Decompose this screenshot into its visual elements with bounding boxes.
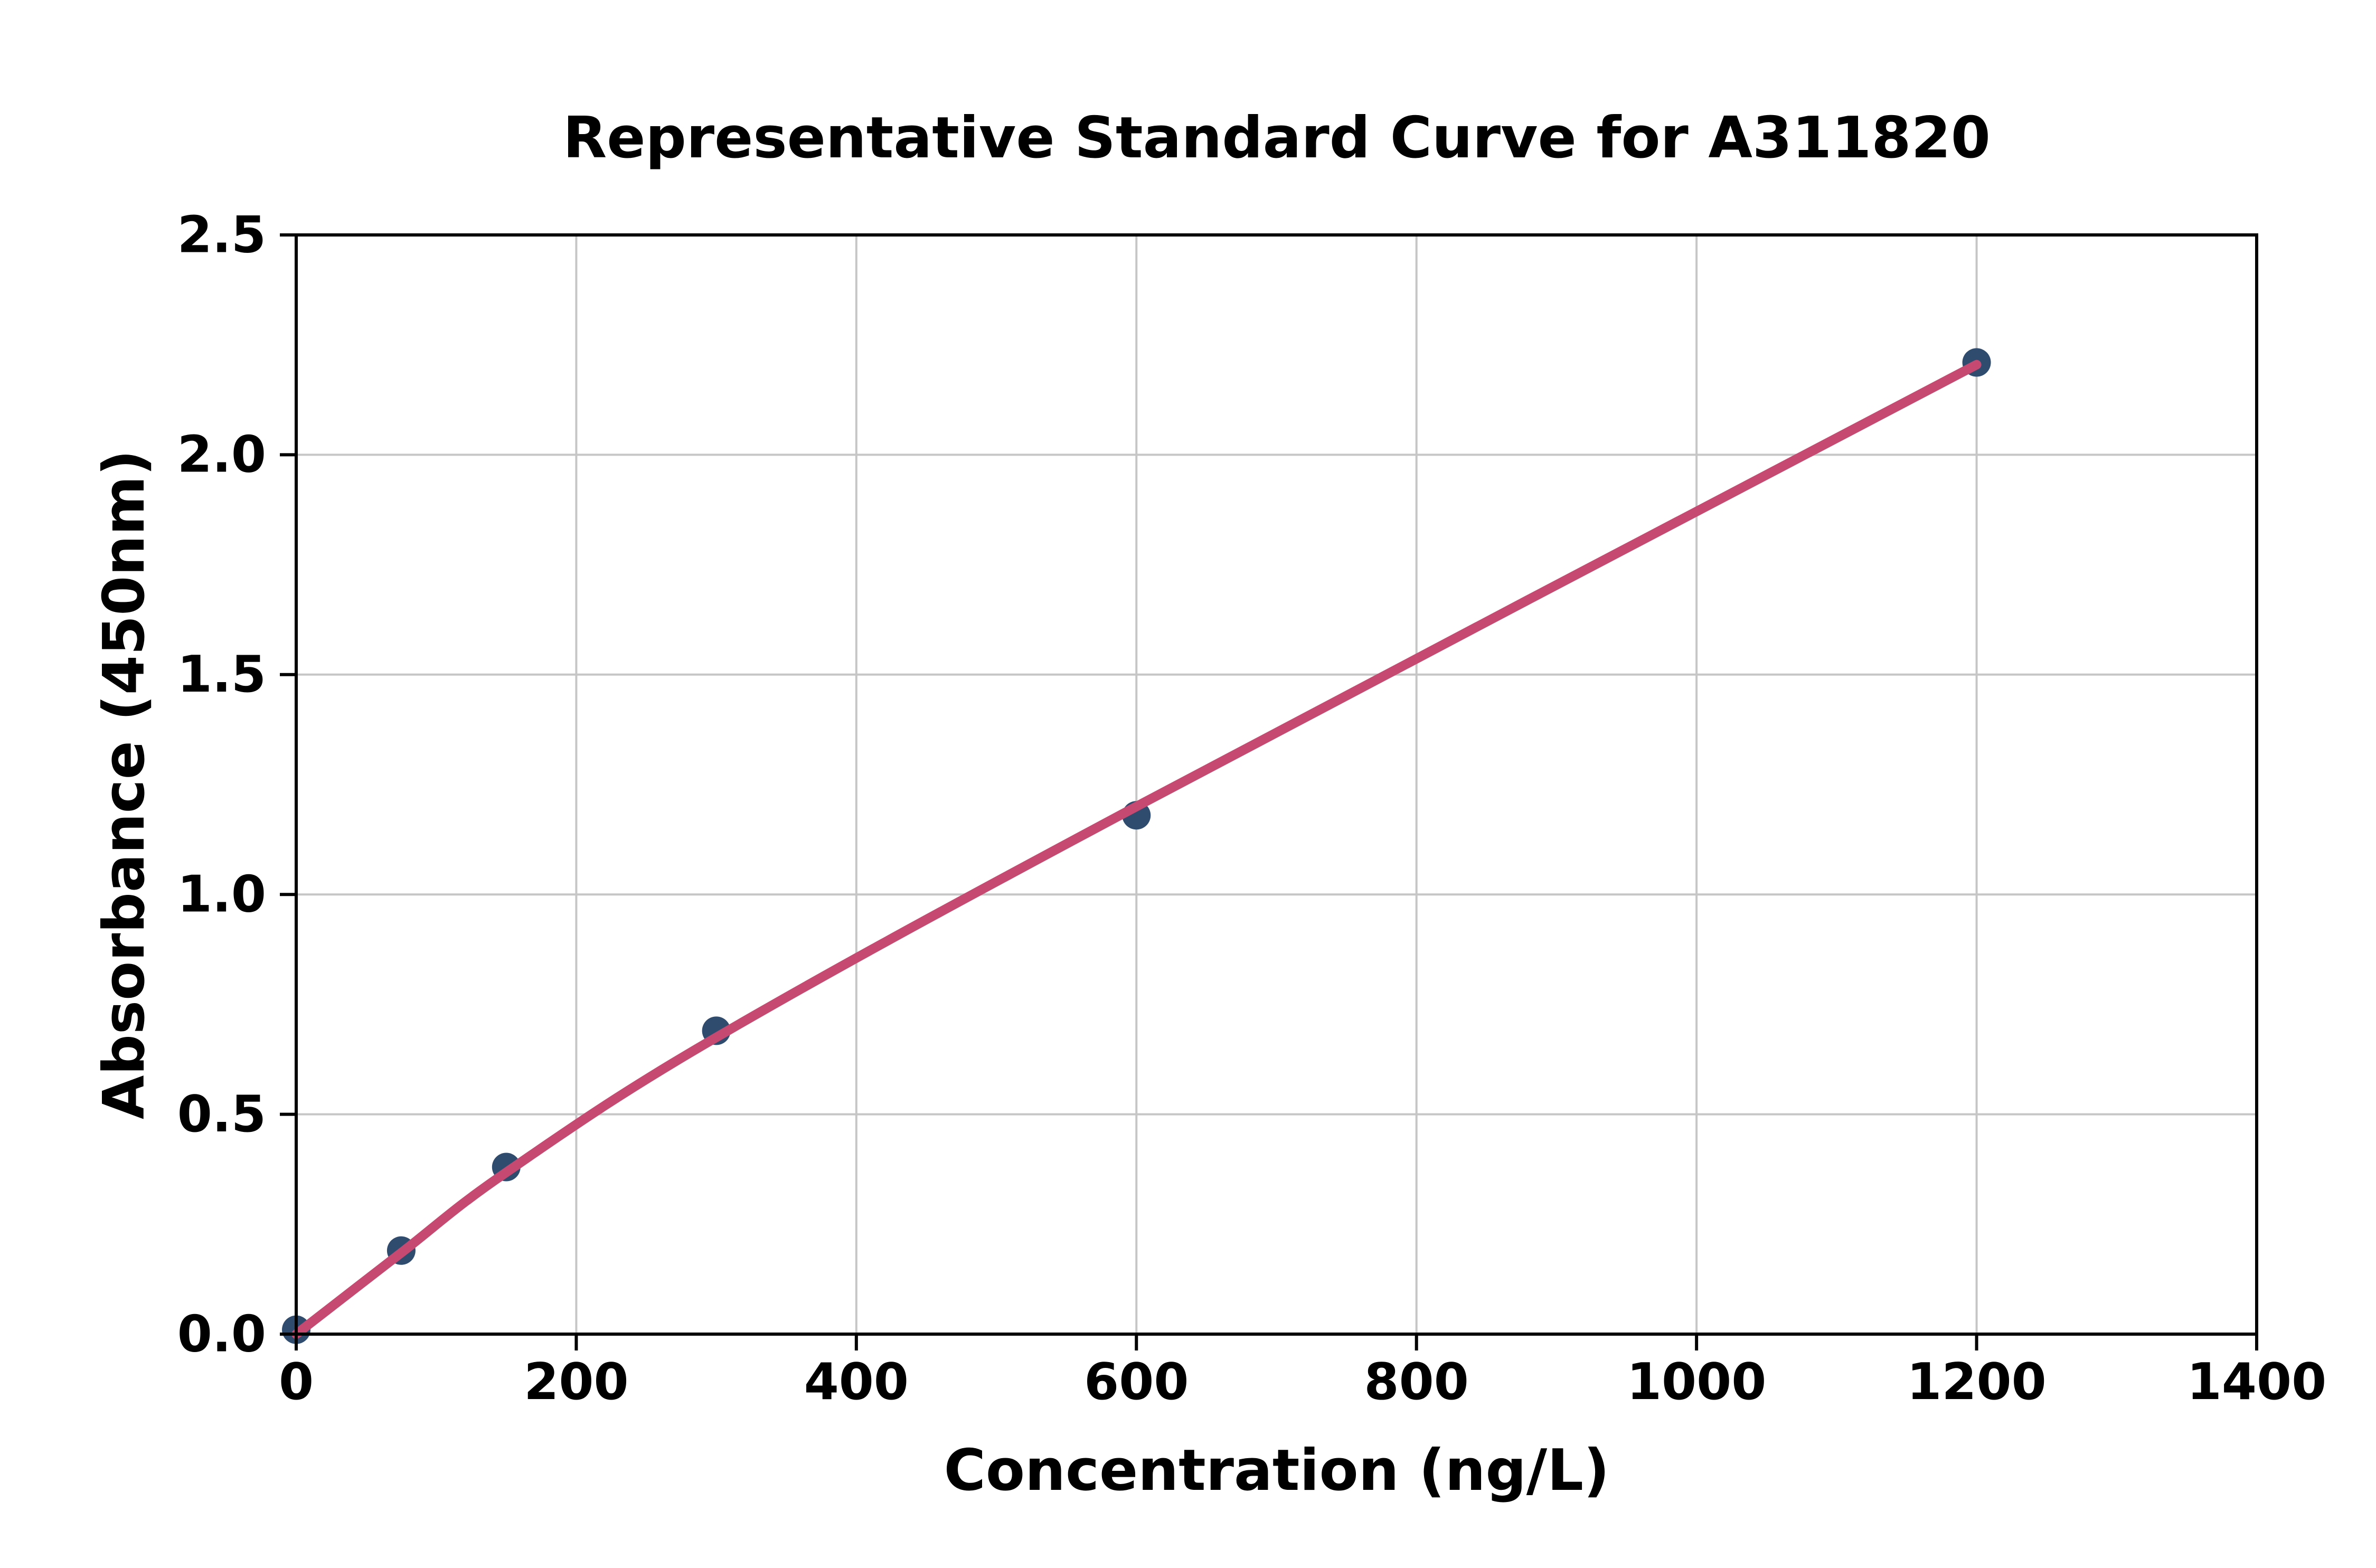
axis-ticks bbox=[280, 233, 2258, 1350]
fit-curve bbox=[291, 360, 1982, 1339]
x-tick-label: 1400 bbox=[2187, 1353, 2326, 1411]
y-tick-label: 2.0 bbox=[177, 426, 266, 484]
x-tick-label: 1000 bbox=[1627, 1353, 1766, 1411]
gridlines bbox=[295, 234, 2258, 1335]
y-tick-label: 1.0 bbox=[177, 866, 266, 924]
x-axis-label: Concentration (ng/L) bbox=[944, 1438, 1610, 1504]
x-tick-label: 400 bbox=[804, 1353, 909, 1411]
x-tick-label: 200 bbox=[524, 1353, 628, 1411]
plot-border bbox=[295, 233, 2258, 1336]
y-axis-label: Absorbance (450nm) bbox=[91, 450, 157, 1119]
axis-tick-labels: 0 200 400 600 800 1000 1200 1400 0.0 0.5 1.0 1.5 2.0… bbox=[177, 206, 2327, 1411]
x-tick-label: 600 bbox=[1084, 1353, 1189, 1411]
y-tick-label: 0.0 bbox=[177, 1305, 266, 1363]
x-tick-label: 0 bbox=[279, 1353, 314, 1411]
y-tick-label: 2.5 bbox=[177, 206, 266, 264]
fit-curve-layer bbox=[291, 360, 1982, 1339]
y-tick-label: 1.5 bbox=[177, 646, 266, 704]
chart-title: Representative Standard Curve for A31182… bbox=[563, 105, 1991, 171]
x-tick-label: 800 bbox=[1364, 1353, 1469, 1411]
x-tick-label: 1200 bbox=[1907, 1353, 2046, 1411]
y-tick-label: 0.5 bbox=[177, 1085, 266, 1144]
